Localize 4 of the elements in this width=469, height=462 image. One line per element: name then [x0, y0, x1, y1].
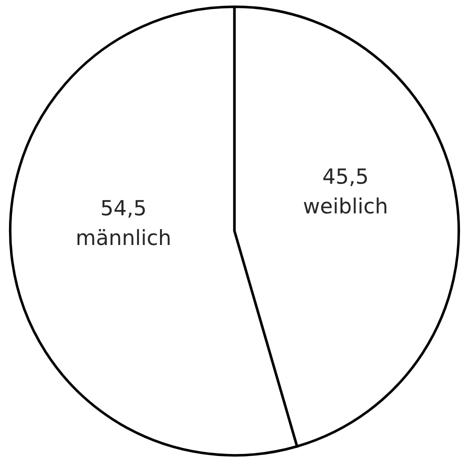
slice-label: männlich: [78, 229, 170, 246]
slice-label: weiblich: [304, 198, 386, 214]
data-label: 45,5: [323, 168, 367, 186]
data-label: 54,5: [102, 200, 145, 218]
